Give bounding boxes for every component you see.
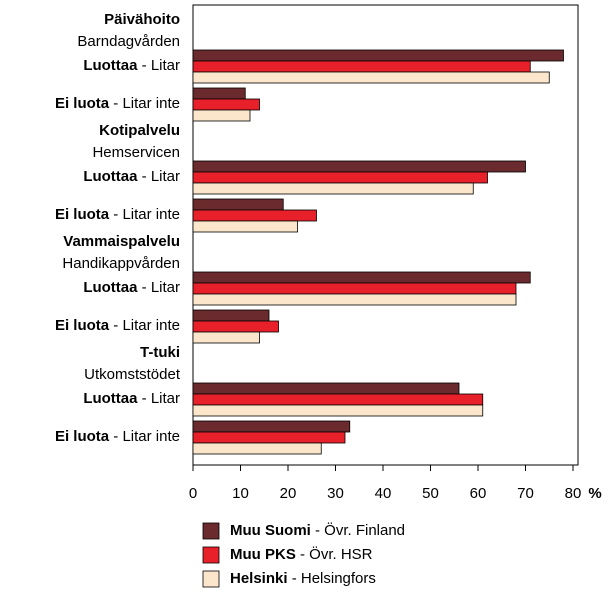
group-title: Vammaispalvelu [63,233,180,250]
bar [192,331,260,344]
category-label: Ei luota - Litar inte [55,428,180,445]
bar [192,420,351,433]
category-label: Luottaa - Litar [83,279,180,296]
x-tick-label: 0 [189,485,197,502]
x-tick-label: 30 [327,485,344,502]
bar [192,393,484,406]
bar [192,109,251,122]
x-tick-label: 60 [470,485,487,502]
x-tick-label: 20 [280,485,297,502]
category-label: Ei luota - Litar inte [55,95,180,112]
bar [192,60,531,73]
bar [192,98,260,111]
category-label: Luottaa - Litar [83,57,180,74]
bar [192,171,488,184]
bar [192,282,517,295]
x-tick-label: 10 [232,485,249,502]
bar [192,271,531,284]
group-title: Päivähoito [104,11,180,28]
bar [192,320,279,333]
bar [192,431,346,444]
x-unit: % [588,485,601,502]
bar [192,220,298,233]
bar [192,182,474,195]
legend-swatch [202,570,220,588]
bar [192,442,322,455]
x-tick-label: 80 [565,485,582,502]
legend-swatch [202,522,220,540]
category-label: Ei luota - Litar inte [55,317,180,334]
x-tick-label: 50 [422,485,439,502]
bar [192,49,564,62]
legend-label: Helsinki - Helsingfors [230,570,376,587]
legend-swatch [202,546,220,564]
bar [192,198,284,211]
plot-frame [192,4,579,466]
bar [192,293,517,306]
group-subtitle: Hemservicen [92,144,180,161]
group-subtitle: Handikappvården [62,255,180,272]
bar [192,382,460,395]
category-label: Luottaa - Litar [83,390,180,407]
category-label: Luottaa - Litar [83,168,180,185]
group-title: T-tuki [140,344,180,361]
bar [192,87,246,100]
bar [192,209,317,222]
x-tick-label: 70 [517,485,534,502]
bar [192,404,484,417]
legend-label: Muu Suomi - Övr. Finland [230,521,405,539]
group-subtitle: Barndagvården [77,33,180,50]
x-tick-label: 40 [375,485,392,502]
legend-label: Muu PKS - Övr. HSR [230,545,373,563]
bar [192,309,270,322]
bar [192,160,526,173]
category-label: Ei luota - Litar inte [55,206,180,223]
group-subtitle: Utkomststödet [84,366,181,383]
group-title: Kotipalvelu [99,122,180,139]
bar [192,71,550,84]
